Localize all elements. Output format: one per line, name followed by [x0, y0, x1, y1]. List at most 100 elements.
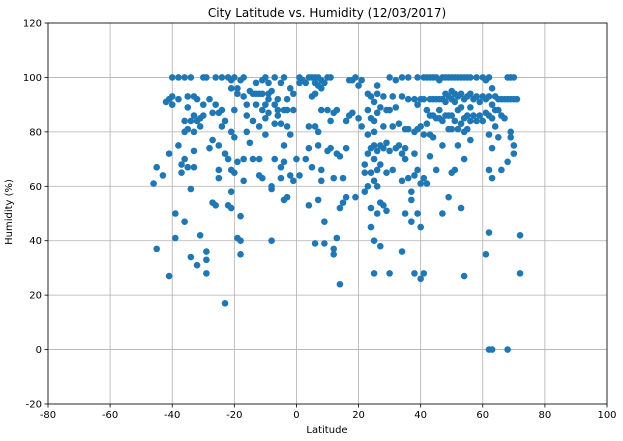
- data-point: [203, 256, 210, 264]
- data-point: [467, 104, 474, 111]
- data-point: [513, 95, 521, 103]
- data-point: [367, 223, 375, 231]
- data-point: [175, 142, 182, 149]
- data-point: [414, 101, 421, 108]
- data-point: [246, 139, 254, 147]
- data-point: [302, 79, 310, 87]
- data-point: [305, 123, 313, 130]
- data-point: [196, 231, 204, 239]
- x-tick-label: 60: [476, 410, 489, 421]
- data-point: [277, 79, 285, 87]
- data-point: [172, 234, 179, 242]
- data-point: [203, 248, 210, 255]
- data-point: [395, 142, 403, 149]
- data-point: [187, 117, 195, 125]
- data-point: [383, 207, 390, 215]
- data-point: [370, 270, 378, 277]
- data-point: [467, 117, 474, 125]
- data-point: [327, 144, 334, 152]
- data-point: [463, 112, 471, 119]
- data-point: [262, 131, 269, 138]
- data-point: [380, 144, 387, 152]
- data-point: [423, 106, 431, 114]
- data-point: [305, 202, 313, 209]
- data-point: [302, 155, 310, 163]
- data-point: [373, 82, 381, 89]
- y-tick-label: 80: [29, 127, 42, 138]
- data-point: [286, 85, 294, 92]
- data-point: [240, 93, 247, 100]
- data-point: [258, 174, 266, 182]
- x-tick-label: -60: [102, 410, 118, 421]
- data-point: [317, 177, 325, 185]
- data-point: [181, 218, 188, 225]
- data-point: [420, 270, 428, 277]
- data-point: [510, 142, 518, 149]
- data-point: [408, 218, 415, 225]
- data-point: [473, 74, 480, 81]
- data-point: [215, 174, 223, 182]
- data-point: [187, 253, 195, 261]
- data-point: [367, 93, 375, 100]
- data-point: [227, 128, 235, 136]
- data-point: [308, 163, 316, 171]
- data-point: [175, 95, 182, 103]
- data-point: [451, 117, 459, 125]
- data-point: [386, 270, 393, 277]
- data-point: [411, 172, 418, 179]
- data-point: [271, 101, 279, 108]
- data-point: [373, 182, 381, 190]
- y-tick-label: 40: [29, 236, 42, 247]
- data-point: [240, 74, 247, 81]
- data-point: [268, 182, 275, 190]
- data-point: [227, 85, 235, 92]
- data-point: [439, 117, 446, 125]
- data-point: [165, 150, 173, 157]
- data-point: [317, 85, 325, 92]
- data-point: [168, 93, 176, 100]
- data-point: [184, 104, 192, 111]
- data-point: [507, 128, 515, 136]
- data-point: [290, 106, 297, 114]
- data-point: [274, 106, 282, 114]
- data-point: [408, 188, 415, 196]
- data-point: [389, 123, 397, 130]
- data-point: [227, 204, 235, 212]
- data-point: [262, 74, 269, 81]
- data-point: [262, 101, 269, 108]
- data-point: [404, 74, 412, 81]
- data-point: [495, 106, 502, 114]
- data-point: [495, 134, 502, 141]
- data-point: [355, 82, 362, 89]
- data-point: [274, 95, 282, 103]
- data-point: [218, 74, 226, 81]
- data-point: [507, 134, 515, 141]
- data-point: [389, 93, 397, 100]
- data-point: [488, 114, 496, 122]
- data-point: [408, 196, 415, 204]
- data-point: [187, 74, 195, 81]
- data-point: [485, 93, 493, 100]
- data-points: [150, 74, 524, 353]
- data-point: [454, 125, 462, 133]
- data-point: [277, 174, 285, 182]
- data-point: [209, 136, 216, 144]
- data-point: [249, 117, 257, 125]
- data-point: [488, 346, 496, 353]
- data-point: [376, 161, 384, 168]
- data-point: [411, 150, 418, 157]
- axis-ticks: -80 -60 -40 -20 0 20 40 60 80 100 -20 0 20 40 60 80 100 1…: [23, 19, 617, 422]
- data-point: [364, 182, 372, 190]
- data-point: [277, 163, 285, 171]
- x-axis-label: Latitude: [306, 425, 347, 436]
- data-point: [501, 114, 508, 122]
- data-point: [395, 120, 403, 127]
- data-point: [342, 117, 350, 125]
- data-point: [283, 123, 291, 130]
- data-point: [516, 231, 524, 239]
- x-tick-label: -40: [164, 410, 180, 421]
- data-point: [199, 112, 207, 119]
- data-point: [280, 74, 288, 81]
